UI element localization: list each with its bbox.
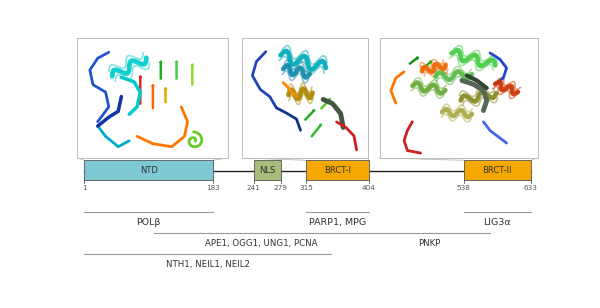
Text: NTD: NTD <box>140 166 158 175</box>
FancyBboxPatch shape <box>242 38 368 158</box>
Text: PNKP: PNKP <box>418 239 440 248</box>
FancyBboxPatch shape <box>306 160 369 180</box>
Text: 404: 404 <box>362 185 376 191</box>
Text: NLS: NLS <box>259 166 275 175</box>
Text: LIG3α: LIG3α <box>484 218 511 227</box>
Text: 315: 315 <box>299 185 313 191</box>
FancyBboxPatch shape <box>380 38 538 158</box>
Text: BRCT-II: BRCT-II <box>482 166 512 175</box>
Text: 183: 183 <box>206 185 220 191</box>
Text: 1: 1 <box>82 185 86 191</box>
FancyBboxPatch shape <box>84 160 213 180</box>
FancyBboxPatch shape <box>77 38 229 158</box>
FancyBboxPatch shape <box>464 160 531 180</box>
Text: POLβ: POLβ <box>136 218 161 227</box>
Text: 241: 241 <box>247 185 261 191</box>
Text: APE1, OGG1, UNG1, PCNA: APE1, OGG1, UNG1, PCNA <box>205 239 318 248</box>
Text: BRCT-I: BRCT-I <box>324 166 351 175</box>
Text: 633: 633 <box>524 185 538 191</box>
Text: 279: 279 <box>274 185 287 191</box>
Text: NTH1, NEIL1, NEIL2: NTH1, NEIL1, NEIL2 <box>166 260 250 270</box>
Text: PARP1, MPG: PARP1, MPG <box>309 218 366 227</box>
Text: 538: 538 <box>457 185 470 191</box>
FancyBboxPatch shape <box>254 160 281 180</box>
